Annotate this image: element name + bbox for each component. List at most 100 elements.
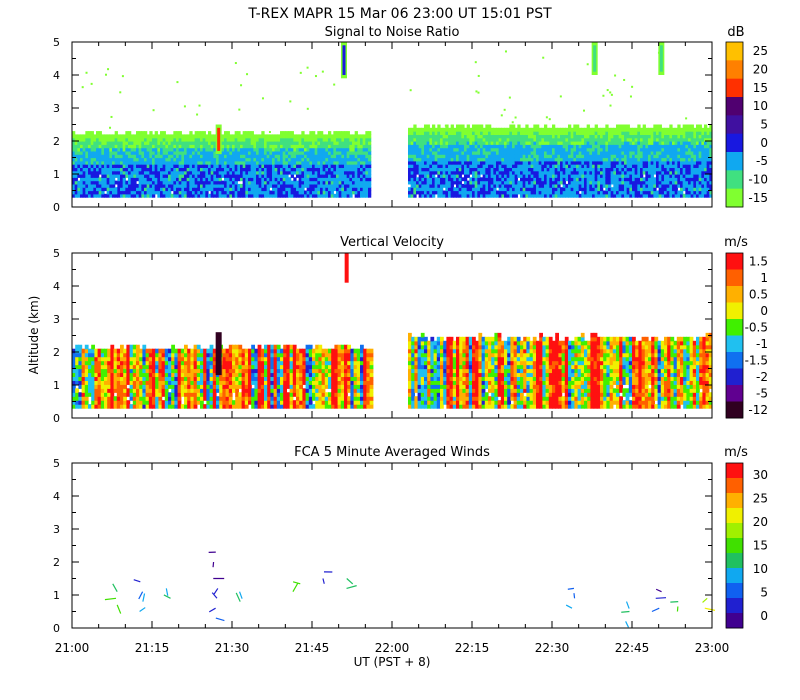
velocity-cell: [75, 388, 79, 393]
snr-cell: [530, 177, 534, 182]
snr-cell: [272, 150, 276, 155]
snr-cell: [245, 160, 249, 165]
snr-cell: [445, 150, 449, 155]
snr-cell: [570, 141, 574, 145]
snr-cell: [141, 141, 145, 145]
snr-cell: [208, 150, 212, 155]
snr-cell: [274, 134, 278, 139]
velocity-cell: [110, 388, 115, 393]
snr-cell: [429, 127, 433, 132]
snr-cell: [290, 160, 294, 165]
snr-cell: [674, 187, 678, 192]
snr-cell: [360, 147, 364, 152]
snr-cell: [325, 144, 329, 149]
snr-cell: [245, 167, 249, 172]
snr-cell: [672, 131, 676, 135]
snr-cell: [234, 180, 238, 185]
snr-cell: [290, 150, 294, 155]
snr-cell: [322, 180, 326, 185]
snr-cell: [672, 164, 676, 168]
snr-cell: [85, 174, 89, 178]
snr-cell: [178, 147, 182, 152]
snr-cell: [602, 164, 606, 168]
snr-cell: [530, 174, 534, 178]
snr-cell: [98, 141, 102, 145]
snr-cell: [477, 134, 481, 139]
snr-cell: [125, 167, 129, 172]
snr-cell: [170, 177, 174, 182]
snr-cell: [114, 137, 118, 142]
snr-cell: [560, 187, 564, 192]
snr-cell: [698, 144, 702, 149]
snr-cell: [650, 131, 654, 135]
velocity-cell: [81, 404, 86, 409]
snr-cell: [146, 170, 150, 175]
snr-cell: [565, 154, 569, 159]
snr-cell: [568, 150, 572, 155]
snr-cell: [642, 164, 646, 168]
snr-cell: [672, 154, 676, 159]
snr-cell: [162, 174, 166, 178]
snr-cell: [165, 150, 169, 155]
snr-cell: [488, 183, 492, 188]
snr-cell: [528, 193, 532, 198]
snr-cell: [560, 160, 564, 165]
snr-cell: [498, 127, 502, 132]
snr-cell: [600, 150, 604, 155]
snr-cell: [181, 154, 185, 159]
snr-cell: [528, 150, 532, 155]
snr-cell: [445, 177, 449, 182]
snr-cell: [240, 183, 244, 188]
snr-cell: [613, 157, 617, 162]
snr-cell: [264, 147, 268, 152]
snr-cell: [549, 157, 553, 162]
snr-cell: [570, 170, 574, 175]
snr-cell: [602, 157, 606, 162]
velocity-cell: [72, 352, 76, 358]
snr-cell: [437, 187, 441, 192]
snr-cell: [128, 193, 132, 198]
snr-cell: [453, 127, 457, 132]
snr-cell: [104, 164, 108, 168]
snr-cell: [576, 150, 580, 155]
snr-cell: [77, 190, 81, 195]
snr-cell: [416, 154, 420, 159]
snr-cell: [333, 174, 337, 178]
snr-cell: [541, 131, 545, 135]
velocity-cell: [97, 360, 102, 366]
velocity-cell: [120, 392, 124, 397]
snr-cell: [600, 147, 604, 152]
snr-cell: [440, 187, 444, 192]
snr-cell: [330, 177, 334, 182]
velocity-cell: [120, 360, 124, 366]
snr-cell: [581, 174, 585, 178]
snr-cell: [176, 190, 180, 195]
snr-cell: [192, 147, 196, 152]
snr-cell: [570, 167, 574, 172]
snr-cell: [85, 170, 89, 175]
snr-cell: [242, 157, 246, 162]
snr-cell: [501, 160, 505, 165]
snr-cell: [626, 164, 630, 168]
snr-cell: [368, 174, 372, 178]
snr-cell: [669, 127, 673, 132]
snr-cell: [517, 174, 521, 178]
snr-cell: [202, 150, 206, 155]
snr-cell: [626, 190, 630, 195]
snr-cell: [122, 170, 126, 175]
snr-cell: [253, 160, 257, 165]
snr-cell: [90, 157, 94, 162]
snr-cell: [570, 127, 574, 132]
snr-cell: [368, 137, 372, 142]
snr-cell: [328, 157, 332, 162]
snr-cell: [256, 177, 260, 182]
snr-cell: [666, 174, 670, 178]
snr-cell: [141, 134, 145, 139]
snr-cell: [357, 190, 361, 195]
snr-cell: [642, 160, 646, 165]
snr-cell: [464, 134, 468, 139]
snr-cell: [314, 187, 318, 192]
snr-cell: [165, 174, 169, 178]
snr-cell: [680, 170, 684, 175]
snr-cell: [554, 144, 558, 149]
